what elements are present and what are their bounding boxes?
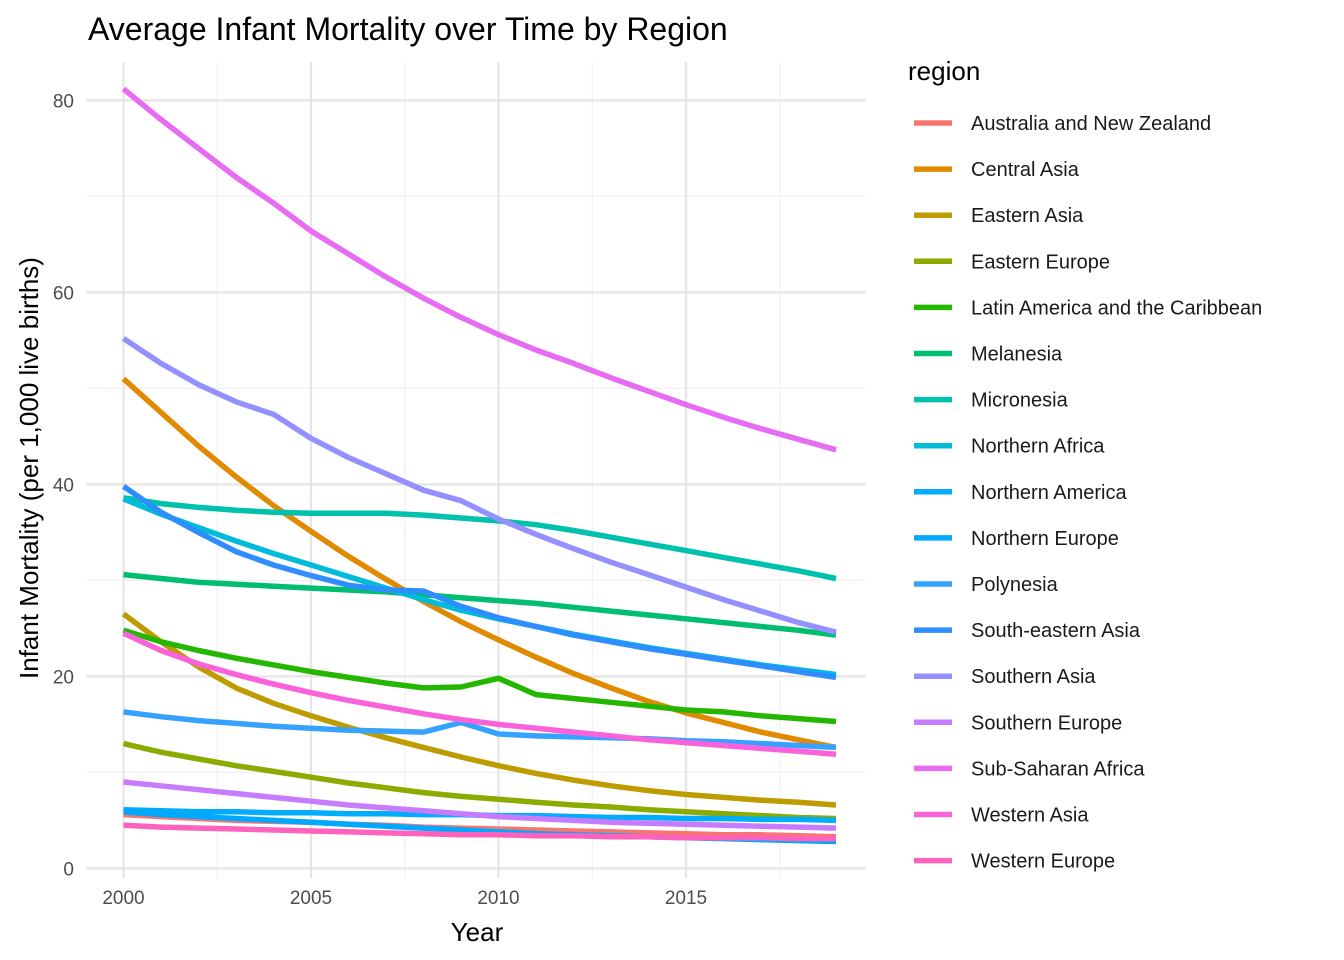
legend-item: Latin America and the Caribbean [914, 297, 1262, 319]
series-line-western-europe [123, 822, 836, 842]
legend-item: Northern Africa [914, 436, 1105, 458]
series-line-polynesia [123, 709, 837, 751]
legend-item: Sub-Saharan Africa [914, 758, 1145, 780]
y-axis-title: Infant Mortality (per 1,000 live births) [14, 257, 44, 679]
legend-label: Southern Europe [971, 712, 1122, 734]
series-line-eastern-europe [122, 740, 837, 822]
y-tick-label: 80 [53, 91, 74, 112]
x-tick-label: 2005 [290, 888, 332, 909]
legend-label: Southern Asia [971, 666, 1096, 688]
series-layer [121, 86, 837, 845]
legend-label: Micronesia [971, 390, 1069, 412]
legend-label: Western Europe [971, 851, 1115, 873]
series-line-central-asia [121, 376, 837, 751]
x-axis-title: Year [451, 917, 504, 947]
legend-label: Central Asia [971, 159, 1080, 181]
legend-title: region [908, 56, 980, 86]
legend-item: Northern Europe [914, 528, 1119, 550]
legend-item: Polynesia [914, 574, 1059, 596]
legend-item: Australia and New Zealand [914, 113, 1211, 135]
legend-item: Western Europe [914, 851, 1115, 873]
y-tick-label: 20 [53, 667, 74, 688]
legend-label: Polynesia [971, 574, 1059, 596]
series-line-eastern-asia [121, 611, 837, 808]
legend-item: Micronesia [914, 390, 1069, 412]
series-line-melanesia [123, 571, 837, 638]
legend-item: South-eastern Asia [914, 620, 1141, 642]
legend-label: Eastern Asia [971, 205, 1084, 227]
y-tick-label: 40 [53, 475, 74, 496]
series-line-sub-saharan-africa [121, 86, 837, 453]
x-tick-label: 2015 [665, 888, 707, 909]
y-tick-label: 0 [63, 859, 74, 880]
x-tick-label: 2010 [477, 888, 519, 909]
legend-label: Northern Europe [971, 528, 1119, 550]
chart-title: Average Infant Mortality over Time by Re… [88, 11, 728, 47]
series-line-latin-america-and-the-caribbean [122, 627, 837, 725]
legend-label: Western Asia [971, 805, 1089, 827]
legend-label: South-eastern Asia [971, 620, 1141, 642]
legend-item: Eastern Asia [914, 205, 1084, 227]
legend-item: Melanesia [914, 344, 1063, 366]
legend-item: Central Asia [914, 159, 1080, 181]
legend-item: Southern Asia [914, 666, 1096, 688]
legend-item: Eastern Europe [914, 251, 1110, 273]
y-tick-label: 60 [53, 283, 74, 304]
legend-label: Northern Africa [971, 436, 1105, 458]
x-tick-label: 2000 [102, 888, 144, 909]
legend-item: Southern Europe [914, 712, 1122, 734]
legend: region Australia and New Zealand Central … [908, 56, 1262, 873]
series-line-southern-asia [121, 336, 837, 635]
series-line-western-asia [122, 630, 837, 757]
legend-label: Melanesia [971, 344, 1063, 366]
legend-item: Western Asia [914, 805, 1089, 827]
legend-label: Northern America [971, 482, 1127, 504]
legend-label: Sub-Saharan Africa [971, 758, 1145, 780]
legend-label: Latin America and the Caribbean [971, 297, 1262, 319]
legend-label: Eastern Europe [971, 251, 1110, 273]
series-line-southern-europe [123, 779, 837, 831]
series-line-micronesia [123, 495, 837, 582]
legend-label: Australia and New Zealand [971, 113, 1211, 135]
series-line-south-eastern-asia [121, 484, 837, 681]
axis-layer: 2000 2005 2010 2015 0 20 40 60 80 [53, 91, 707, 909]
grid-layer [86, 62, 866, 878]
legend-item: Northern America [914, 482, 1127, 504]
